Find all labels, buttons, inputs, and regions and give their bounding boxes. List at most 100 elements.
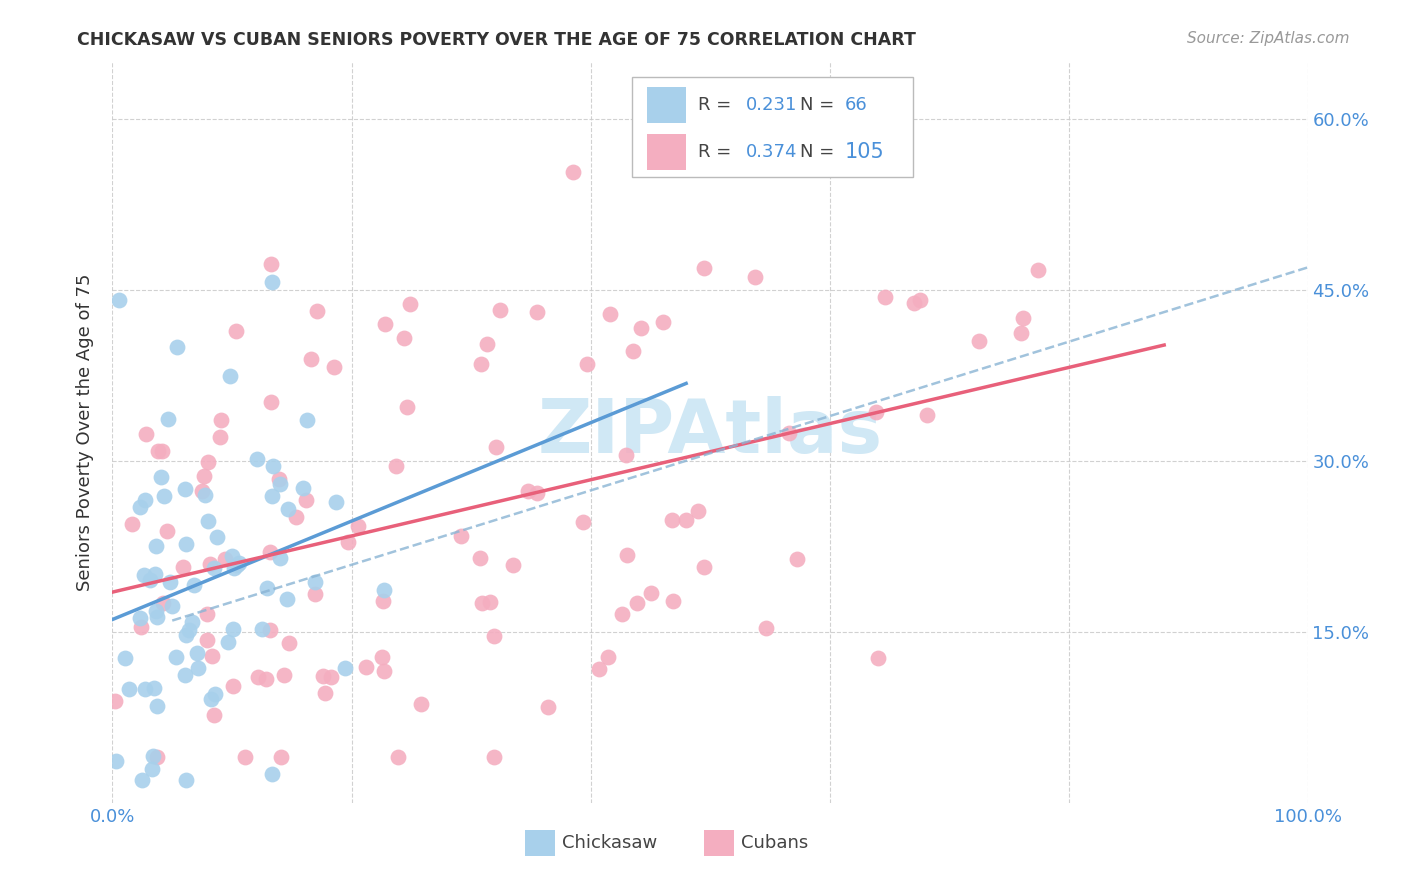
Point — [270, 750, 292, 764]
Point — [176, 628, 198, 642]
Point — [576, 357, 599, 371]
Point — [561, 164, 583, 178]
Point — [225, 324, 247, 338]
Point — [183, 578, 205, 592]
Point — [150, 444, 173, 458]
Point — [526, 305, 548, 319]
Point — [202, 707, 225, 722]
Point — [354, 660, 377, 674]
Point — [468, 550, 491, 565]
Point — [312, 669, 335, 683]
Point — [209, 413, 232, 427]
Point — [269, 472, 291, 486]
Point — [246, 670, 269, 684]
Point — [166, 340, 188, 354]
Point — [152, 596, 174, 610]
Point — [142, 749, 165, 764]
Point — [273, 668, 295, 682]
Point — [204, 561, 226, 575]
Point — [304, 574, 326, 589]
Point — [217, 634, 239, 648]
Point — [200, 557, 222, 571]
Text: Chickasaw: Chickasaw — [562, 834, 657, 852]
Y-axis label: Seniors Poverty Over the Age of 75: Seniors Poverty Over the Age of 75 — [76, 274, 94, 591]
Point — [875, 290, 897, 304]
Point — [221, 549, 243, 563]
Point — [277, 501, 299, 516]
Point — [121, 517, 143, 532]
Point — [336, 534, 359, 549]
Point — [145, 609, 167, 624]
Point — [1012, 311, 1035, 326]
Point — [485, 440, 508, 454]
Point — [304, 587, 326, 601]
Point — [193, 469, 215, 483]
Point — [134, 681, 156, 696]
Point — [129, 620, 152, 634]
Point — [262, 766, 284, 780]
Point — [755, 621, 778, 635]
Point — [256, 582, 278, 596]
Point — [129, 500, 152, 514]
Point — [661, 513, 683, 527]
Point — [599, 307, 621, 321]
Point — [146, 699, 169, 714]
Point — [693, 560, 716, 574]
Point — [205, 529, 228, 543]
Point — [276, 591, 298, 606]
Point — [141, 762, 163, 776]
Point — [484, 750, 506, 764]
Point — [259, 624, 281, 638]
Point — [145, 604, 167, 618]
Point — [104, 694, 127, 708]
Point — [134, 492, 156, 507]
Point — [371, 593, 394, 607]
Point — [299, 351, 322, 366]
Point — [612, 607, 634, 622]
Point — [387, 750, 409, 764]
Point — [191, 484, 214, 499]
Point — [347, 519, 370, 533]
Point — [173, 560, 195, 574]
Point — [260, 256, 283, 270]
Point — [200, 692, 222, 706]
Point — [915, 409, 938, 423]
Point — [224, 560, 246, 574]
Point — [411, 697, 433, 711]
Point — [225, 558, 247, 572]
Point — [201, 648, 224, 663]
Point — [450, 528, 472, 542]
Text: ZIPAtlas: ZIPAtlas — [537, 396, 883, 469]
Point — [179, 623, 201, 637]
Point — [475, 337, 498, 351]
Point — [616, 548, 638, 562]
Point — [150, 470, 173, 484]
Point — [176, 772, 198, 787]
Point — [160, 599, 183, 613]
Point — [135, 426, 157, 441]
Point — [250, 622, 273, 636]
Point — [197, 455, 219, 469]
Point — [384, 459, 406, 474]
Point — [778, 425, 800, 440]
Point — [596, 650, 619, 665]
Point — [194, 487, 217, 501]
Point — [228, 556, 250, 570]
Text: R =: R = — [699, 96, 737, 114]
Point — [105, 754, 128, 768]
Point — [392, 331, 415, 345]
Point — [174, 668, 197, 682]
Point — [471, 596, 494, 610]
Point — [159, 574, 181, 589]
Point — [630, 321, 652, 335]
Point — [259, 545, 281, 559]
Point — [502, 558, 524, 572]
Point — [254, 672, 277, 686]
Point — [291, 481, 314, 495]
Point — [235, 750, 257, 764]
Point — [145, 539, 167, 553]
Point — [187, 661, 209, 675]
Point — [651, 314, 673, 328]
Point — [662, 594, 685, 608]
Point — [277, 636, 299, 650]
